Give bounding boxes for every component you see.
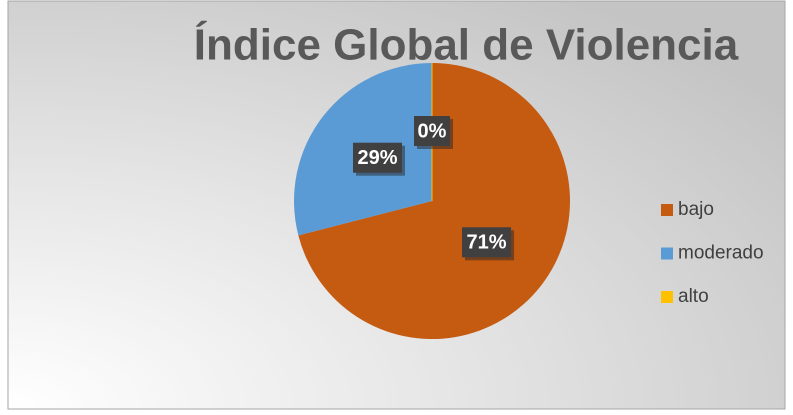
data-label-box [462, 227, 512, 258]
legend-label: moderado [678, 243, 764, 264]
legend-swatch [661, 204, 673, 216]
legend-label: bajo [678, 199, 714, 220]
data-label: 71% [467, 232, 507, 254]
data-label-box [352, 142, 402, 173]
data-label: 29% [357, 147, 397, 169]
legend-label: alto [678, 286, 709, 307]
legend-swatch [661, 291, 673, 303]
pie-slice [298, 63, 570, 339]
data-label-box [414, 116, 450, 146]
chart-title: Índice Global de Violencia [194, 20, 739, 70]
data-label: 0% [418, 120, 447, 142]
legend-swatch [661, 247, 673, 260]
